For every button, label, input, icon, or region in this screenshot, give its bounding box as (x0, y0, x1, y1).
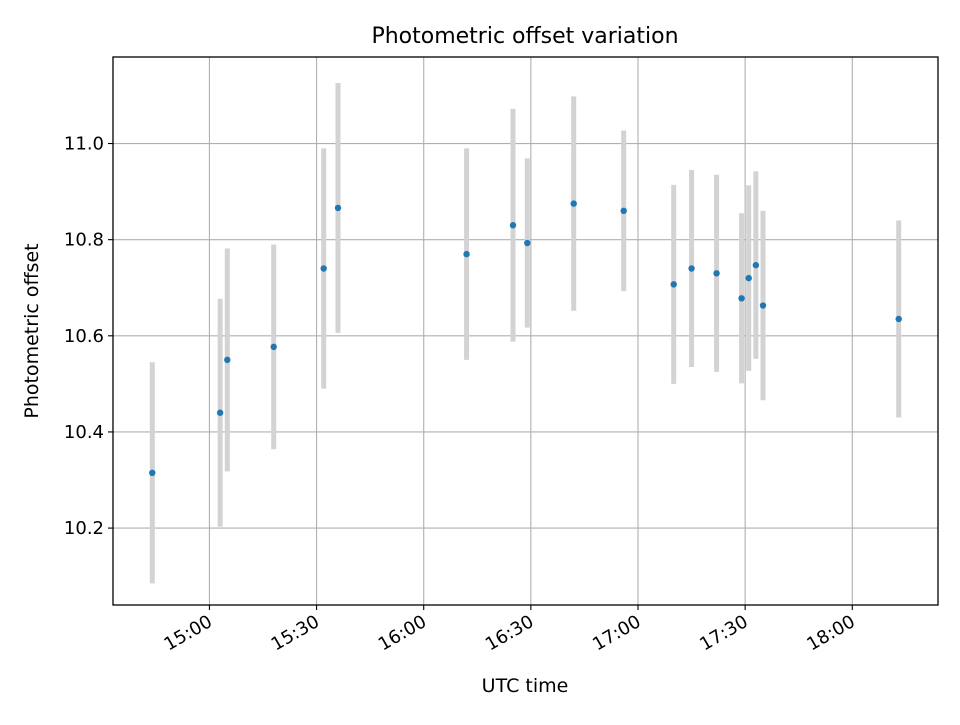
x-tick-label: 18:00 (803, 611, 858, 655)
data-point (745, 274, 752, 282)
data-point (270, 343, 277, 351)
x-tick-label: 15:30 (268, 611, 323, 655)
data-point (688, 265, 695, 272)
data-point (524, 239, 531, 247)
x-tick-label: 17:30 (696, 611, 751, 655)
plot-frame (112, 56, 939, 606)
data-point (216, 409, 224, 416)
x-tick-label: 15:00 (161, 611, 216, 655)
y-tick-label: 11.0 (64, 134, 104, 155)
tick-layer: 15:00 15:30 16:00 16:30 17:00 17:30 18:00 10.2 1… (64, 134, 859, 656)
grid-layer (113, 57, 938, 605)
data-point (620, 207, 627, 215)
data-point (738, 295, 745, 302)
x-axis-label: UTC time (482, 675, 569, 697)
data-point (895, 315, 902, 323)
data-point (320, 265, 327, 272)
x-tick-label: 16:00 (375, 611, 430, 655)
data-point (224, 356, 231, 364)
data-point (463, 250, 470, 258)
chart-title: Photometric offset variation (371, 24, 678, 49)
data-point (149, 469, 156, 477)
data-point (713, 270, 720, 277)
y-tick-label: 10.6 (64, 326, 104, 347)
point-layer (149, 200, 902, 477)
data-point (334, 204, 342, 212)
data-point (752, 261, 760, 269)
errorbar-layer (149, 82, 902, 584)
y-axis-label: Photometric offset (21, 243, 43, 418)
y-tick-label: 10.8 (64, 230, 104, 251)
data-point (670, 281, 677, 288)
x-tick-label: 16:30 (482, 611, 537, 655)
x-tick-label: 17:00 (589, 611, 644, 655)
y-tick-label: 10.2 (64, 518, 104, 539)
y-tick-label: 10.4 (64, 422, 104, 443)
data-point (570, 200, 577, 207)
data-point (509, 222, 517, 229)
data-point (759, 302, 767, 309)
